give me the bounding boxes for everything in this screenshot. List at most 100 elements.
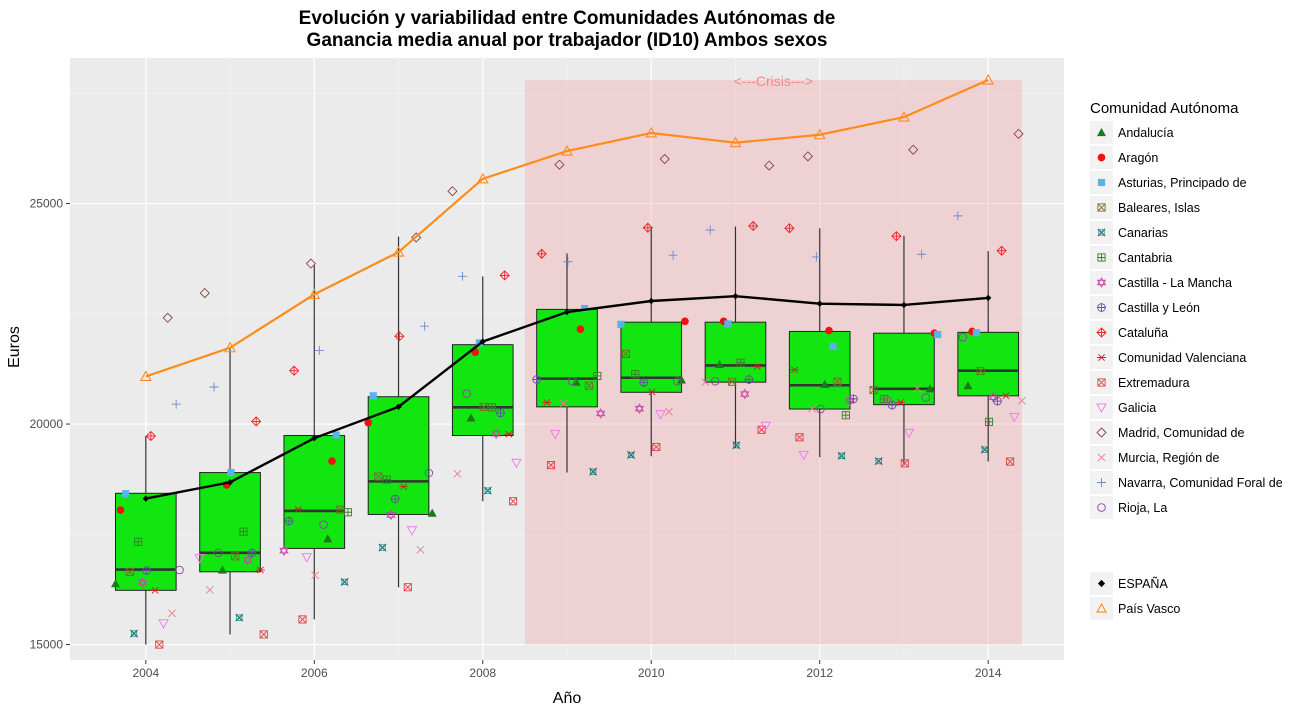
marker-shape	[1017, 396, 1026, 405]
data-point	[896, 398, 906, 406]
marker-shape	[314, 345, 324, 355]
box-iqr	[451, 344, 514, 437]
legend: Andalucía Aragón Asturias, Principado de Ba…	[1090, 120, 1283, 620]
data-point	[462, 389, 472, 398]
reference-point	[395, 403, 402, 411]
series-rioja-la	[175, 332, 968, 575]
marker-shape	[311, 571, 320, 580]
marker-shape	[209, 382, 219, 392]
marker-shape	[1096, 277, 1107, 286]
data-point	[668, 250, 678, 260]
marker-shape	[925, 384, 935, 393]
marker-shape	[171, 399, 181, 409]
marker-shape	[1096, 427, 1107, 438]
marker-shape	[811, 252, 821, 262]
data-point	[740, 388, 750, 400]
data-point	[332, 431, 340, 439]
marker-shape	[634, 405, 645, 415]
marker-shape	[484, 487, 491, 494]
marker-shape	[643, 223, 653, 233]
reference-point	[476, 172, 489, 184]
marker-shape	[155, 640, 164, 649]
marker-shape	[825, 326, 833, 335]
legend-label: Baleares, Islas	[1118, 201, 1200, 215]
legend-label: Cataluña	[1118, 326, 1168, 340]
marker-shape	[845, 395, 855, 404]
data-point	[416, 545, 425, 554]
marker-shape	[341, 578, 348, 585]
data-point	[323, 534, 333, 543]
marker-shape	[168, 609, 176, 618]
box-iqr	[704, 321, 767, 383]
marker-shape	[364, 418, 373, 427]
data-point	[655, 410, 666, 420]
marker-shape	[798, 450, 809, 461]
marker-shape	[1097, 378, 1106, 387]
data-point	[247, 548, 257, 558]
data-point	[158, 619, 169, 629]
data-point	[789, 366, 799, 374]
legend-key	[1096, 277, 1107, 288]
data-point	[364, 418, 373, 427]
marker-shape	[563, 257, 573, 267]
marker-shape	[227, 468, 235, 477]
marker-shape	[808, 404, 817, 413]
data-point	[125, 567, 134, 576]
marker-shape	[913, 384, 922, 393]
data-point	[900, 459, 909, 468]
legend-key	[1097, 453, 1106, 462]
marker-shape	[328, 457, 336, 465]
data-point	[227, 468, 235, 477]
marker-shape	[121, 490, 130, 498]
data-point	[129, 629, 139, 638]
community-points	[110, 128, 1026, 649]
reference-point	[139, 370, 152, 381]
marker-shape	[595, 410, 606, 419]
marker-shape	[420, 321, 430, 331]
reference-point	[479, 338, 486, 345]
data-point	[665, 407, 673, 416]
marker-shape	[395, 403, 402, 411]
data-point	[626, 450, 636, 459]
legend-key	[1097, 303, 1106, 312]
data-point	[175, 565, 184, 575]
marker-shape	[447, 186, 458, 197]
data-point	[1009, 412, 1020, 423]
data-point	[883, 394, 893, 406]
marker-shape	[617, 320, 625, 328]
marker-shape	[369, 392, 377, 400]
data-point	[825, 326, 833, 335]
data-point	[874, 457, 883, 466]
marker-shape	[963, 381, 973, 390]
marker-shape	[1006, 457, 1015, 466]
marker-shape	[205, 585, 214, 594]
marker-shape	[239, 528, 248, 536]
data-point	[1006, 457, 1015, 466]
marker-shape	[1097, 178, 1106, 187]
series-comunidad-valenciana	[150, 363, 1011, 594]
box-iqr	[367, 396, 430, 515]
marker-shape	[891, 231, 901, 241]
marker-shape	[869, 386, 878, 395]
data-point	[499, 270, 510, 281]
marker-shape	[226, 479, 234, 486]
data-point	[314, 345, 324, 355]
series-murcia-regi-n-de	[168, 378, 1026, 618]
reference-point	[984, 294, 992, 302]
legend-label: Extremadura	[1118, 376, 1190, 390]
series-canarias	[129, 441, 989, 638]
marker-shape	[677, 375, 687, 384]
data-point	[155, 640, 164, 649]
series-catalu-a	[145, 220, 1007, 442]
legend-key	[1096, 403, 1107, 413]
data-point	[559, 399, 568, 408]
marker-shape	[673, 376, 682, 386]
data-point	[199, 287, 210, 299]
marker-shape	[764, 160, 775, 171]
data-point	[495, 408, 505, 418]
marker-shape	[134, 538, 142, 546]
data-point	[479, 402, 488, 411]
marker-shape	[820, 379, 830, 388]
reference-lines	[139, 73, 995, 502]
data-point	[243, 554, 253, 566]
